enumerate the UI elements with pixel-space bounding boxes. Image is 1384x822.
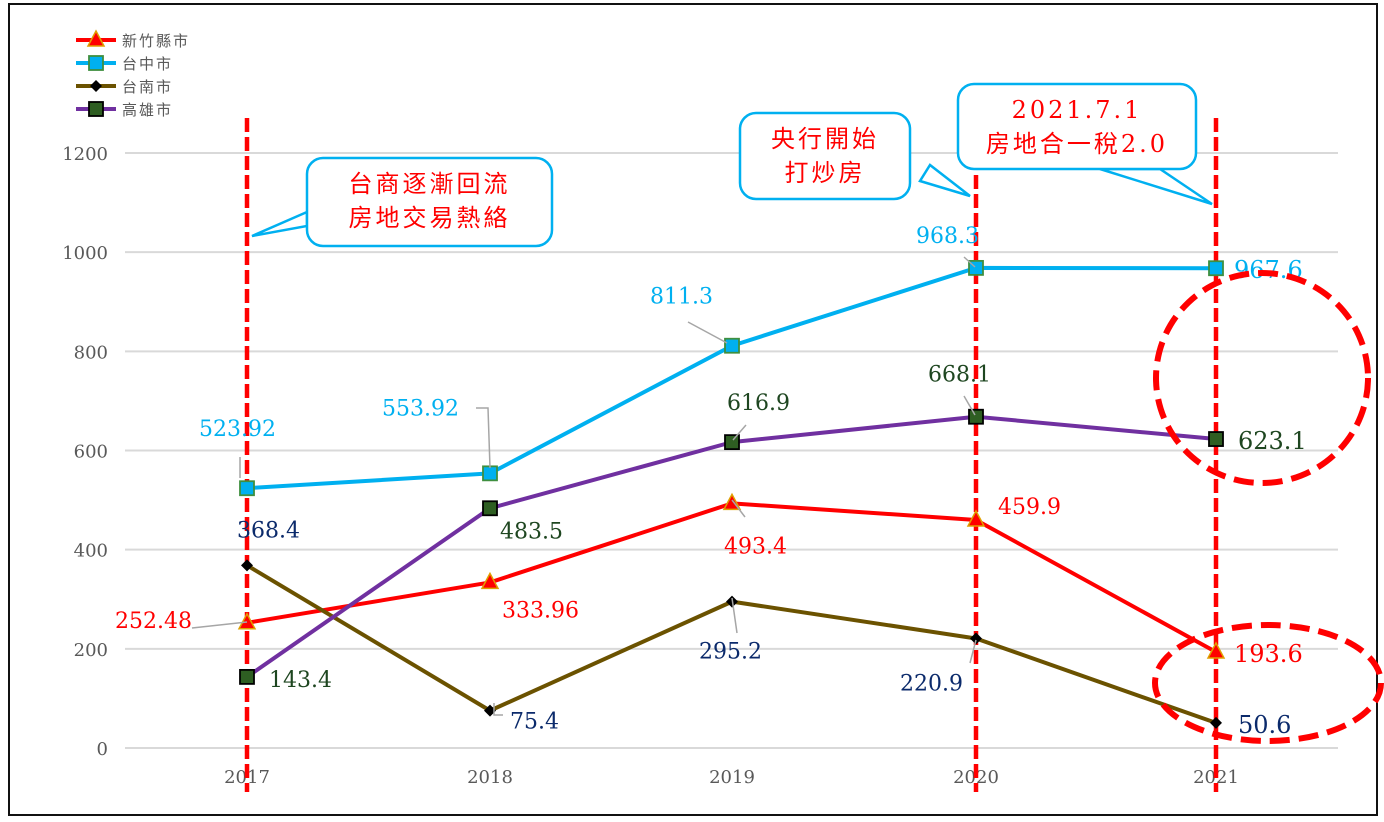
legend-marker	[86, 29, 106, 47]
x-tick-label: 2019	[709, 767, 755, 788]
data-point-marker	[241, 559, 253, 572]
data-label: 333.96	[502, 598, 579, 623]
legend-label: 高雄市	[122, 101, 173, 119]
leader-line	[963, 395, 976, 416]
callout-text: 房地合一稅2.0	[986, 130, 1168, 158]
highlight-circle	[1152, 622, 1384, 744]
data-point-marker	[482, 500, 498, 517]
series-line-1	[246, 265, 1217, 491]
data-point-marker	[1208, 431, 1224, 447]
callout-2: 2021.7.1 房地合一稅2.0	[956, 82, 1213, 206]
data-point-marker	[239, 480, 255, 497]
data-point-marker	[724, 434, 740, 451]
callout-text: 台商逐漸回流	[349, 170, 511, 198]
y-tick-label: 1000	[62, 243, 108, 264]
data-point-marker	[484, 704, 496, 717]
callout-text: 2021.7.1	[1012, 96, 1143, 124]
leader-line	[493, 703, 503, 716]
legend-label: 台中市	[122, 55, 173, 73]
data-point-marker	[237, 612, 257, 630]
data-label: 252.48	[115, 609, 192, 634]
callout-box	[956, 82, 1198, 171]
leader-line	[963, 256, 976, 268]
callout-text: 打炒房	[785, 159, 866, 187]
leader-line	[687, 321, 728, 344]
data-label: 220.9	[900, 671, 963, 696]
y-tick-label: 1200	[62, 144, 108, 165]
y-tick-label: 0	[97, 739, 108, 760]
data-label: 668.1	[928, 363, 991, 388]
callout-tail	[1099, 167, 1213, 206]
legend-label: 新竹縣市	[122, 32, 190, 50]
data-label: 368.4	[237, 518, 300, 543]
callout-box	[738, 111, 912, 201]
leader-line	[731, 499, 746, 518]
y-tick-label: 600	[74, 442, 108, 463]
data-label: 493.4	[724, 534, 787, 559]
legend-marker	[90, 80, 102, 92]
data-label: 193.6	[1234, 640, 1303, 668]
data-point-marker	[480, 571, 500, 590]
y-tick-label: 200	[74, 640, 108, 661]
legend-marker	[88, 101, 104, 117]
data-point-marker	[724, 337, 740, 354]
leader-line	[191, 621, 248, 629]
callout-tail-cover	[920, 165, 930, 181]
data-label: 553.92	[382, 396, 459, 421]
data-point-marker	[966, 509, 986, 527]
data-label: 968.3	[916, 224, 979, 249]
data-point-marker	[239, 668, 255, 685]
callout-text: 央行開始	[771, 125, 879, 153]
y-tick-label: 800	[74, 342, 108, 363]
data-label: 50.6	[1238, 711, 1291, 739]
leader-line	[731, 597, 738, 634]
leader-line	[732, 424, 747, 441]
callout-text: 房地交易熱絡	[349, 204, 511, 232]
data-point-marker	[1210, 716, 1222, 729]
callout-tail	[918, 163, 971, 198]
data-label: 459.9	[998, 495, 1061, 520]
x-tick-label: 2018	[467, 767, 513, 788]
data-label: 523.92	[199, 417, 276, 442]
legend-marker	[88, 55, 104, 71]
y-tick-label: 400	[74, 541, 108, 562]
data-label: 811.3	[650, 285, 713, 310]
data-point-marker	[482, 465, 498, 482]
data-point-marker	[968, 408, 984, 425]
data-label: 483.5	[500, 519, 563, 544]
highlight-circle	[1153, 270, 1371, 486]
data-label: 616.9	[727, 391, 790, 416]
callout-tail	[251, 210, 309, 238]
data-label: 623.1	[1238, 427, 1307, 455]
data-point-marker	[970, 632, 982, 645]
leader-line	[969, 639, 977, 664]
data-label: 75.4	[510, 710, 559, 735]
data-point-marker	[1206, 641, 1226, 659]
data-label: 143.4	[269, 668, 332, 693]
data-point-marker	[1208, 260, 1224, 277]
callout-box	[305, 156, 554, 248]
leader-line	[476, 407, 491, 469]
legend-label: 台南市	[122, 78, 173, 96]
data-label: 295.2	[699, 640, 762, 665]
